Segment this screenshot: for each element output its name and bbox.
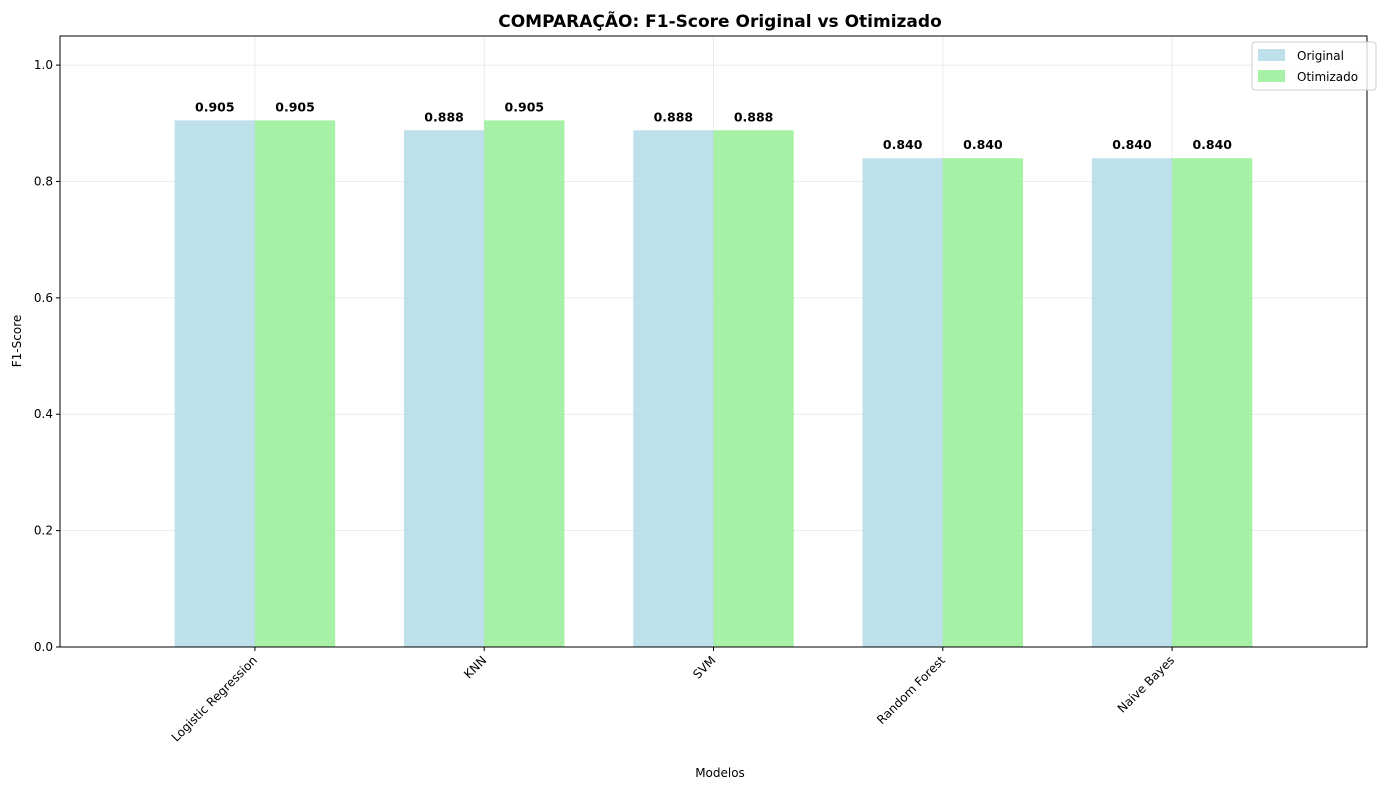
y-tick-label: 0.4 [34,407,53,421]
legend-swatch-original [1258,49,1285,61]
x-tick-label: Logistic Regression [169,653,260,744]
bar-value-label: 0.840 [1192,137,1232,152]
bar-value-label: 0.840 [963,137,1003,152]
y-axis-label: F1-Score [10,315,24,367]
bar-value-label: 0.905 [505,99,545,114]
bar-value-label: 0.905 [275,99,315,114]
legend-swatch-otimizado [1258,70,1285,82]
bar-value-label: 0.840 [883,137,923,152]
bar-value-label: 0.840 [1112,137,1152,152]
y-tick-label: 0.8 [34,174,53,188]
bar-otimizado [254,120,336,647]
bar-value-label: 0.888 [734,109,774,124]
bar-value-label: 0.888 [424,109,464,124]
bar-otimizado [484,120,565,647]
bar-original [1091,158,1173,647]
x-tick-label: SVM [690,653,718,681]
data-labels: 0.905 0.888 0.888 0.840 0.840 0.905 0.905 0.888… [195,99,1232,152]
y-tick-label: 0.6 [34,291,53,305]
y-tick-label: 0.0 [34,640,53,654]
legend-label-otimizado: Otimizado [1297,70,1358,84]
x-tick-label: Random Forest [874,653,948,727]
x-axis-label: Modelos [695,766,745,780]
bar-otimizado [942,158,1024,647]
chart-title: COMPARAÇÃO: F1-Score Original vs Otimiza… [498,9,942,32]
legend-label-original: Original [1297,49,1344,63]
bar-original [633,130,714,648]
bar-value-label: 0.888 [654,109,694,124]
x-tick-label: KNN [461,653,489,681]
bar-value-label: 0.905 [195,99,235,114]
bar-original [174,120,255,647]
bar-original [403,130,485,648]
legend: Original Otimizado [1251,41,1377,91]
bar-otimizado [1172,158,1253,647]
bars [174,120,1253,648]
x-tick-label: Naive Bayes [1115,653,1177,715]
y-tick-label: 0.2 [34,524,53,538]
y-tick-label: 1.0 [34,58,53,72]
bar-otimizado [713,130,794,648]
bar-original [862,158,943,647]
